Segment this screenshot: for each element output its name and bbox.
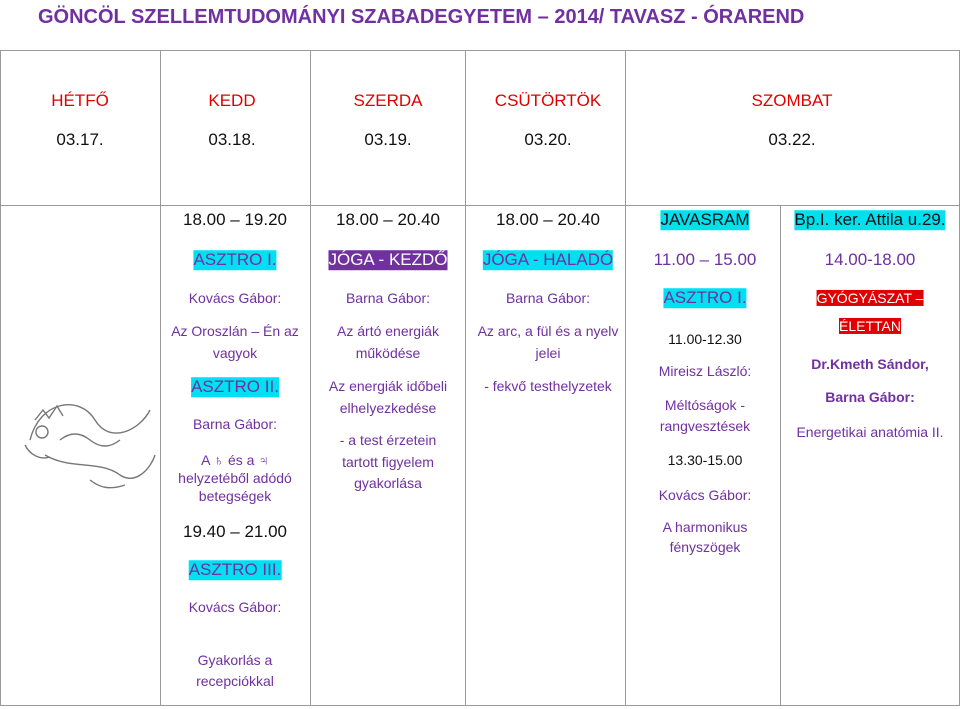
dragon-illustration — [24, 404, 156, 489]
cell-text: Az arc, a fül és a nyelv — [477, 322, 619, 339]
cell-text: - a test érzetein — [339, 431, 437, 448]
day-date: 03.18. — [208, 130, 256, 150]
cell-text: A ♄ és a ♃ — [201, 451, 269, 468]
day-name: HÉTFŐ — [51, 91, 109, 111]
day-name: KEDD — [208, 91, 256, 111]
cell-text: ASZTRO III. — [188, 560, 282, 580]
cell-text: rangvesztések — [659, 417, 751, 434]
cell-text: helyzetéből adódó — [178, 469, 292, 486]
cell-text: Az ártó energiák — [337, 322, 439, 339]
cell-text: Energetikai anatómia II. — [796, 423, 944, 440]
day-date: 03.20. — [524, 130, 572, 150]
cell-text: elhelyezkedése — [339, 399, 437, 416]
cell-text: JAVASRAM — [660, 210, 750, 230]
day-date: 03.19. — [364, 130, 412, 150]
day-name: SZERDA — [353, 91, 423, 111]
cell-text: JÓGA - KEZDŐ — [328, 250, 448, 270]
cell-text: Barna Gábor: — [825, 388, 915, 405]
day-date: 03.22. — [768, 130, 816, 150]
cell-text: vagyok — [212, 344, 258, 361]
cell-text: Barna Gábor: — [192, 415, 278, 432]
cell-text: - fekvő testhelyzetek — [484, 377, 612, 394]
cell-text: betegségek — [198, 487, 272, 504]
cell-text: Kovács Gábor: — [658, 486, 752, 503]
cell-text: 18.00 – 19.20 — [183, 210, 287, 230]
cell-text: Kovács Gábor: — [188, 598, 282, 615]
day-name: CSÜTÖRTÖK — [494, 91, 602, 111]
cell-text: 19.40 – 21.00 — [183, 522, 287, 542]
cell-text: 18.00 – 20.40 — [496, 210, 600, 230]
cell-text: 11.00 – 15.00 — [653, 250, 757, 270]
day-name: SZOMBAT — [751, 91, 833, 111]
cell-text: Mireisz László: — [658, 362, 752, 379]
cell-text: Az energiák időbeli — [328, 377, 448, 394]
cell-text: gyakorlása — [354, 474, 422, 491]
day-date: 03.17. — [56, 130, 104, 150]
cell-text: Barna Gábor: — [505, 289, 591, 306]
cell-text: Gyakorlás a — [197, 651, 273, 668]
cell-text: ASZTRO I. — [663, 288, 747, 308]
cell-text: Méltóságok - — [664, 396, 746, 413]
cell-text: recepciókkal — [196, 672, 274, 689]
cell-text: Kovács Gábor: — [188, 289, 282, 306]
cell-text: Dr.Kmeth Sándor, — [811, 355, 929, 372]
cell-text: Barna Gábor: — [345, 289, 431, 306]
cell-text: JÓGA - HALADÓ — [482, 250, 614, 270]
cell-text: ASZTRO I. — [193, 250, 277, 270]
cell-text: 13.30-15.00 — [667, 451, 743, 468]
cell-text: Bp.I. ker. Attila u.29. — [794, 210, 946, 230]
cell-text: 14.00-18.00 — [824, 250, 916, 270]
cell-text: GYÓGYÁSZAT – — [816, 289, 924, 307]
title: GÖNCÖL SZELLEMTUDOMÁNYI SZABADEGYETEM – … — [38, 6, 805, 28]
cell-text: Az Oroszlán – Én az — [171, 322, 299, 339]
cell-text: működése — [355, 344, 421, 361]
cell-text: A harmonikus — [662, 518, 748, 535]
cell-text: ASZTRO II. — [191, 377, 279, 397]
cell-text: jelei — [535, 344, 561, 361]
cell-text: fényszögek — [669, 538, 741, 555]
cell-text: 18.00 – 20.40 — [336, 210, 440, 230]
cell-text: ÉLETTAN — [839, 317, 901, 335]
cell-text: 11.00-12.30 — [668, 330, 742, 347]
cell-text: tartott figyelem — [342, 453, 434, 470]
